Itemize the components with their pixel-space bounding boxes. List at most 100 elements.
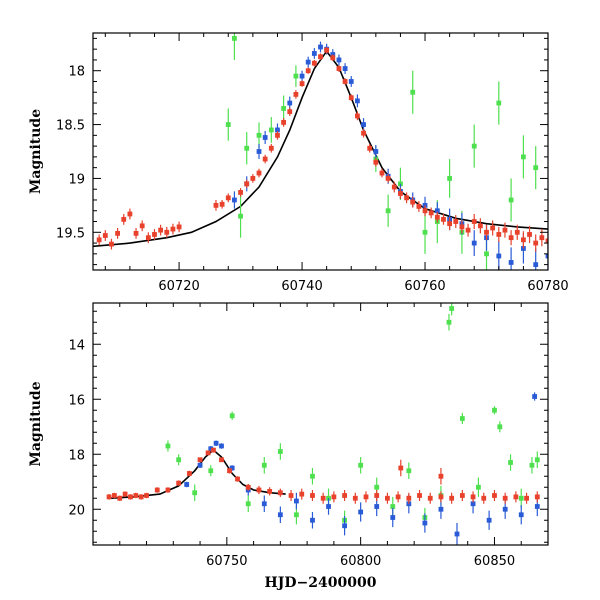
top-red-point [299, 81, 305, 87]
top-green-point [268, 127, 274, 133]
bottom-red-point [310, 493, 315, 498]
bottom-red-point [245, 484, 251, 490]
top-blue-point [336, 57, 342, 63]
bottom-red-point [513, 494, 519, 500]
bottom-red-point [502, 495, 508, 501]
bottom-green-point [476, 484, 481, 490]
top-red-point [422, 208, 428, 214]
bottom-x-tick-label: 60750 [206, 554, 247, 569]
top-red-point [514, 229, 520, 235]
top-model-curve [93, 49, 548, 248]
bottom-x-tick-label: 60850 [474, 554, 515, 569]
top-red-point [324, 47, 330, 53]
bottom-green-point [534, 457, 540, 463]
top-red-point [453, 219, 459, 224]
bottom-y-tick-label: 20 [68, 503, 85, 518]
bottom-green-point [518, 495, 524, 501]
top-red-point [404, 195, 409, 201]
bottom-red-point [331, 494, 337, 500]
bottom-green-point [245, 501, 251, 507]
top-red-point [336, 66, 342, 71]
bottom-green-point [358, 462, 364, 468]
top-red-point [441, 216, 446, 222]
top-red-point [428, 210, 434, 216]
top-blue-point [373, 149, 379, 154]
top-x-tick-label: 60720 [158, 279, 199, 294]
top-red-point [354, 113, 360, 119]
bottom-blue-point [213, 440, 219, 446]
top-green-point [521, 154, 526, 160]
top-blue-point [342, 66, 348, 71]
top-blue-point [262, 135, 268, 140]
bottom-red-point [374, 493, 380, 498]
bottom-red-point [117, 495, 123, 501]
top-blue-point [354, 98, 360, 104]
bottom-green-point [294, 512, 299, 518]
top-red-point [275, 132, 280, 138]
top-red-point [145, 235, 151, 241]
top-green-point [281, 106, 287, 111]
bottom-red-point [165, 487, 171, 493]
top-red-point [496, 232, 502, 237]
bottom-blue-point [502, 506, 508, 512]
top-green-point [293, 73, 299, 79]
top-red-point [373, 159, 379, 165]
top-red-point [361, 130, 366, 136]
top-green-point [232, 35, 237, 41]
top-red-point [447, 221, 453, 227]
top-green-point [496, 100, 502, 106]
bottom-green-point [390, 504, 396, 509]
bottom-red-point [154, 487, 160, 493]
bottom-blue-point [358, 509, 364, 515]
bottom-red-point [534, 494, 540, 500]
bottom-green-point [459, 416, 465, 421]
top-red-point [527, 232, 532, 237]
bottom-red-point [176, 480, 182, 486]
top-green-point [244, 145, 250, 151]
top-red-point [539, 235, 545, 241]
bottom-red-point [138, 494, 144, 500]
bottom-green-point [497, 424, 503, 430]
bottom-y-tick-label: 14 [68, 338, 85, 353]
top-red-point [250, 176, 256, 181]
bottom-x-tick-label: 60800 [340, 554, 381, 569]
top-red-point [213, 202, 219, 208]
top-red-point [416, 204, 422, 209]
top-red-point [219, 201, 225, 207]
top-blue-point [508, 260, 514, 265]
bottom-red-point [352, 495, 358, 501]
bottom-blue-point [486, 517, 492, 523]
top-x-tick-label: 60740 [281, 279, 322, 294]
bottom-blue-point [261, 501, 267, 507]
top-red-point [471, 219, 477, 224]
top-red-point [521, 237, 526, 243]
top-red-point [133, 230, 139, 236]
bottom-blue-point [294, 498, 299, 504]
bottom-red-point [122, 491, 128, 497]
top-light-curve-panel: 60720 60740 60760 60780 18 18.5 19 19.5 Magnitu… [28, 32, 569, 294]
bottom-red-point [481, 495, 487, 501]
top-blue-point [496, 253, 502, 259]
bottom-red-point [406, 495, 412, 501]
bottom-green-point [310, 473, 315, 479]
bottom-red-point [112, 493, 117, 498]
top-red-point [330, 55, 336, 61]
top-red-point [311, 60, 317, 66]
bottom-blue-point [532, 394, 538, 399]
bottom-blue-point [277, 512, 283, 518]
top-blue-point [318, 44, 323, 50]
top-red-point [176, 224, 182, 230]
bottom-blue-point [454, 531, 460, 537]
top-red-point [305, 68, 311, 74]
bottom-blue-point [184, 482, 190, 487]
bottom-red-point [219, 457, 224, 463]
top-x-tick-label: 60780 [527, 279, 568, 294]
top-red-point [238, 190, 243, 195]
top-red-point [170, 226, 176, 232]
top-green-point [256, 132, 262, 138]
top-green-point [225, 122, 231, 127]
bottom-green-point [277, 449, 283, 454]
bottom-plot-frame [92, 302, 549, 546]
bottom-y-axis-title: Magnitude [28, 381, 44, 466]
